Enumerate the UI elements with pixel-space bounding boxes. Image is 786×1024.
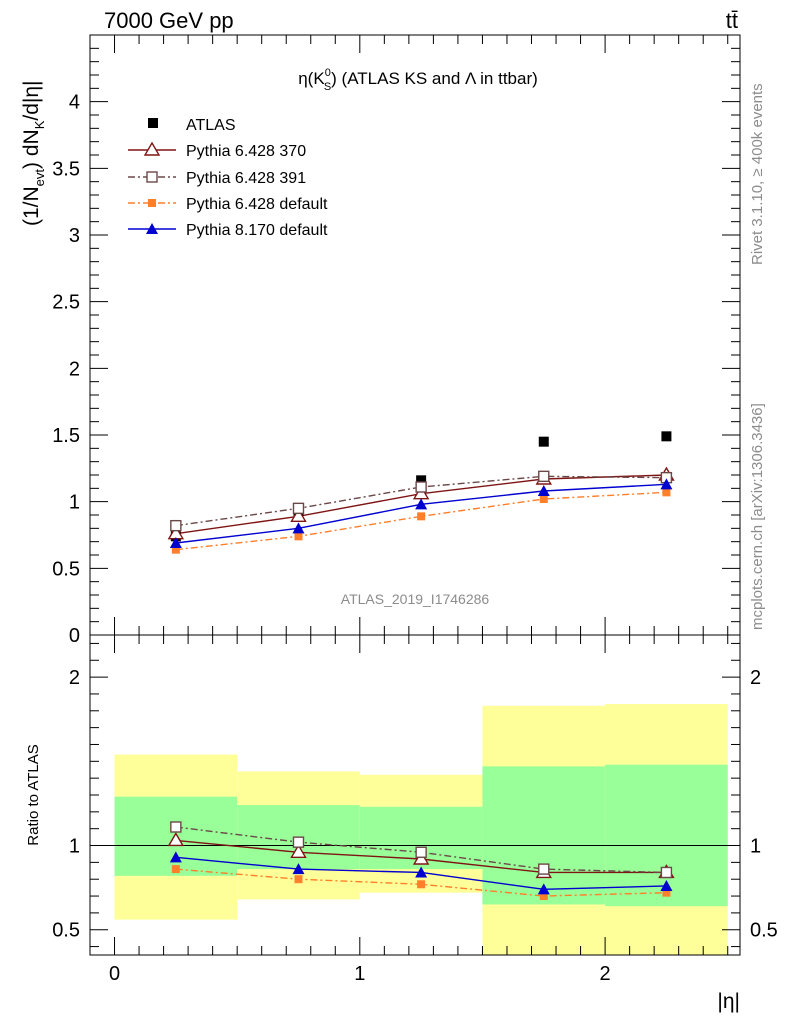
analysis-id-label: ATLAS_2019_I1746286 xyxy=(341,591,490,607)
ratio-y-axis-label: Ratio to ATLAS xyxy=(25,744,42,845)
ratio-point-py8_default xyxy=(660,879,673,891)
legend: ATLAS Pythia 6.428 370 Pythia 6.428 391 … xyxy=(128,117,328,239)
x-tick-label: 0 xyxy=(109,963,120,985)
legend-label-py6-391: Pythia 6.428 391 xyxy=(186,170,306,187)
ratio-y-tick-label-right: 0.5 xyxy=(750,920,778,942)
legend-marker-py6-391 xyxy=(146,171,158,183)
main-y-tick-label: 1.5 xyxy=(52,425,80,447)
main-point-atlas xyxy=(416,475,427,486)
main-point-py6_391 xyxy=(415,481,427,493)
main-y-tick-label: 2 xyxy=(69,358,80,380)
main-point-py6_370 xyxy=(290,507,307,523)
legend-entry-py8-default: Pythia 8.170 default xyxy=(128,222,328,239)
ratio-point-py6_391 xyxy=(538,863,550,875)
mcplots-label: mcplots.cern.ch [arXiv:1306.3436] xyxy=(749,403,766,630)
ratio-point-py6_default xyxy=(417,880,426,889)
ratio-panel: 0.5 0.5 1 1 2 2 0 1 2 Ratio to ATLAS |η| xyxy=(25,634,778,1013)
main-y-tick-label: 0 xyxy=(69,625,80,647)
ratio-point-py8_default xyxy=(292,863,305,875)
main-y-axis-label: (1/Nevt) dNK/d|η| xyxy=(20,81,47,227)
ratio-y-tick-label-right: 1 xyxy=(750,836,761,858)
main-point-py8_default xyxy=(169,537,182,548)
main-y-tick-label: 2.5 xyxy=(52,292,80,314)
main-y-tick-label: 0.5 xyxy=(52,558,80,580)
ratio-point-py6_391 xyxy=(292,836,305,848)
main-point-py8_default xyxy=(660,478,673,490)
main-point-py6_default xyxy=(171,545,180,554)
main-point-py6_default xyxy=(417,512,426,521)
ratio-point-py6_391 xyxy=(415,846,427,858)
legend-entry-py6-370: Pythia 6.428 370 xyxy=(128,141,306,160)
ratio-point-py6_default xyxy=(539,892,548,901)
main-point-py6_default xyxy=(294,532,303,541)
main-y-tick-label: 3 xyxy=(69,225,80,247)
legend-marker-py6-370 xyxy=(143,141,161,156)
main-y-axis: 0 0.5 1 1.5 2 2.5 3 3.5 4 xyxy=(52,47,740,647)
main-y-tick-label: 4 xyxy=(69,92,80,114)
ratio-y-tick-label: 1 xyxy=(69,836,80,858)
main-point-atlas xyxy=(661,431,672,442)
ratio-y-tick-label: 0.5 xyxy=(52,920,80,942)
ratio-data-marks xyxy=(167,821,675,901)
band-inner xyxy=(482,766,606,905)
legend-entry-py6-default: Pythia 6.428 default xyxy=(128,196,328,213)
main-point-py6_391 xyxy=(170,519,182,532)
ratio-point-py6_370 xyxy=(167,832,185,847)
ratio-point-py6_391 xyxy=(170,821,182,833)
ratio-point-py8_default xyxy=(169,851,182,863)
ratio-point-py6_default xyxy=(294,875,303,884)
process-label: tt̄ xyxy=(726,8,738,33)
x-tick-label: 2 xyxy=(600,963,611,985)
ratio-point-py6_default xyxy=(171,865,180,874)
main-point-py6_391 xyxy=(292,502,305,515)
x-axis-label: |η| xyxy=(717,990,740,1013)
ratio-point-py6_370 xyxy=(412,850,430,865)
main-point-py6_default xyxy=(539,495,548,503)
main-data-marks xyxy=(167,431,675,554)
ratio-point-py6_391 xyxy=(660,866,673,879)
main-point-py6_391 xyxy=(538,470,550,483)
plot-title: η(K0 S) (ATLAS KS and Λ in ttbar) xyxy=(298,67,538,93)
legend-label-py8-default: Pythia 8.170 default xyxy=(186,222,328,239)
ratio-y-tick-label-right: 2 xyxy=(750,667,761,689)
energy-label: 7000 GeV pp xyxy=(104,8,234,33)
main-y-tick-label: 3.5 xyxy=(52,158,80,180)
ratio-uncertainty-bands xyxy=(114,704,728,955)
legend-label-py6-default: Pythia 6.428 default xyxy=(186,196,328,213)
ratio-x-axis: 0 1 2 xyxy=(109,635,729,985)
ratio-point-py8_default xyxy=(415,866,428,878)
rivet-version-label: Rivet 3.1.10, ≥ 400k events xyxy=(749,83,766,265)
ratio-point-py6_370 xyxy=(290,843,307,858)
main-y-tick-label: 1 xyxy=(69,492,80,514)
ratio-y-axis: 0.5 0.5 1 1 2 2 xyxy=(52,642,778,948)
legend-marker-py6-default xyxy=(148,199,156,207)
legend-marker-atlas xyxy=(148,118,158,128)
legend-label-atlas: ATLAS xyxy=(186,117,236,134)
main-point-atlas xyxy=(538,436,549,447)
main-x-axis xyxy=(114,35,729,635)
main-panel: 0 0.5 1 1.5 2 2.5 3 3.5 4 η(K0 S) (ATLAS KS and Λ… xyxy=(20,34,741,647)
ratio-y-tick-label: 2 xyxy=(69,667,80,689)
main-point-py6_default xyxy=(662,488,671,497)
legend-entry-atlas: ATLAS xyxy=(148,117,236,134)
main-point-py8_default xyxy=(415,498,428,510)
main-point-py8_default xyxy=(537,485,550,496)
ratio-point-py8_default xyxy=(537,883,550,895)
ratio-point-py6_default xyxy=(662,888,671,897)
legend-label-py6-370: Pythia 6.428 370 xyxy=(186,143,306,160)
legend-entry-py6-391: Pythia 6.428 391 xyxy=(128,170,306,187)
main-point-py8_default xyxy=(292,522,305,534)
x-tick-label: 1 xyxy=(354,963,365,985)
legend-marker-py8-default xyxy=(146,223,158,234)
